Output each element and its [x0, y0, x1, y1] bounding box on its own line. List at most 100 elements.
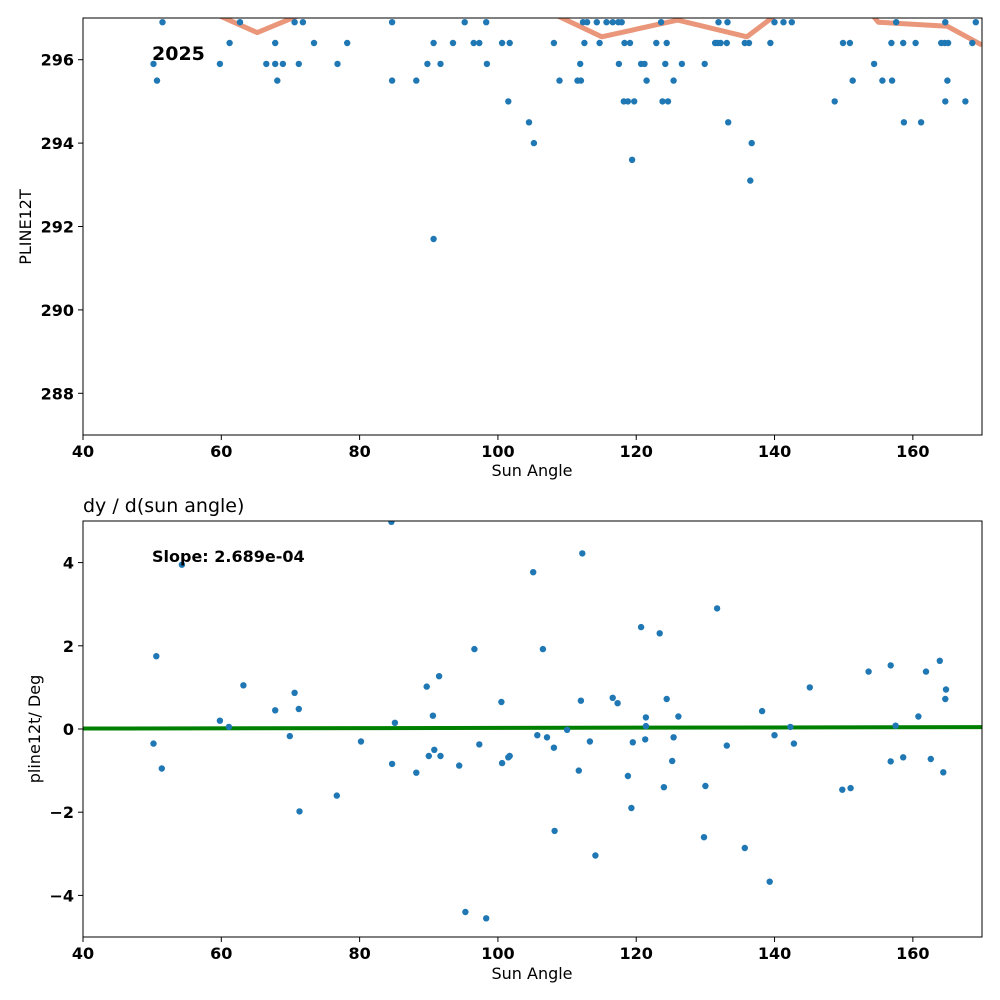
top-data-point: [279, 60, 287, 68]
top-data-point: [525, 119, 533, 126]
top-data-point: [424, 60, 431, 68]
bottom-data-point: [579, 550, 586, 557]
top-data-point: [310, 39, 318, 47]
bottom-data-point: [483, 915, 490, 922]
top-data-point: [745, 39, 753, 47]
top-data-point: [295, 60, 302, 68]
bottom-x-tick-label: 120: [620, 944, 653, 963]
bottom-data-point: [429, 712, 437, 719]
top-data-point: [413, 77, 420, 84]
top-data-point: [670, 77, 677, 84]
bottom-data-point: [624, 772, 632, 780]
top-data-point: [723, 39, 730, 47]
bottom-chart-title: dy / d(sun angle): [83, 495, 244, 517]
top-data-point: [653, 39, 660, 47]
top-data-point: [461, 19, 468, 26]
top-data-point: [299, 19, 307, 26]
top-x-axis-label: Sun Angle: [491, 461, 572, 480]
bottom-data-point: [940, 769, 947, 776]
top-data-point: [550, 39, 558, 47]
bottom-data-point: [702, 782, 709, 790]
top-data-point: [767, 39, 774, 47]
top-data-point: [662, 60, 669, 68]
top-data-point: [771, 19, 778, 26]
bottom-data-point: [887, 758, 894, 765]
top-data-point: [583, 19, 591, 26]
top-x-tick-label: 100: [481, 442, 514, 461]
top-data-point: [621, 39, 628, 47]
bottom-data-point: [771, 732, 778, 739]
top-data-point: [888, 39, 895, 47]
bottom-data-point: [498, 759, 506, 767]
bottom-x-tick-label: 100: [481, 944, 514, 963]
top-data-point: [596, 39, 603, 47]
top-data-point: [430, 39, 437, 47]
bottom-data-point: [431, 746, 438, 753]
bottom-data-point: [437, 752, 444, 760]
bottom-data-point: [476, 741, 483, 748]
top-data-point: [556, 77, 563, 84]
top-data-point: [150, 60, 157, 68]
bottom-y-tick-label: 4: [63, 554, 74, 573]
bottom-y-axis-label: pline12t/ Deg: [25, 675, 44, 783]
top-y-tick-label: 292: [41, 218, 74, 237]
top-data-point: [664, 98, 672, 105]
bottom-data-point: [272, 707, 279, 714]
bottom-data-point: [551, 827, 558, 835]
bottom-data-point: [865, 668, 872, 675]
bottom-data-point: [286, 732, 293, 740]
top-data-point: [659, 98, 666, 105]
top-data-point: [849, 77, 856, 84]
top-data-point: [626, 39, 634, 47]
top-data-point: [388, 77, 396, 84]
bottom-y-tick-label: 0: [63, 720, 74, 739]
top-plot-frame: [82, 17, 983, 436]
top-x-tick-label: 40: [72, 442, 94, 461]
bottom-data-point: [942, 695, 949, 703]
top-data-point: [972, 19, 979, 26]
bottom-plot-area: [83, 521, 982, 922]
top-data-point: [498, 39, 506, 47]
top-data-point: [159, 19, 166, 26]
bottom-data-point: [927, 755, 934, 763]
bottom-data-point: [291, 689, 298, 696]
bottom-data-point: [423, 683, 430, 690]
top-data-point: [344, 39, 351, 47]
top-data-point: [641, 60, 648, 68]
bottom-data-point: [575, 767, 582, 774]
bottom-y-tick-label: 2: [63, 637, 74, 656]
bottom-data-point: [656, 630, 663, 637]
top-x-tick-label: 140: [758, 442, 791, 461]
top-data-point: [879, 77, 886, 84]
top-data-point: [888, 77, 896, 84]
bottom-data-point: [660, 784, 668, 791]
bottom-data-point: [153, 653, 160, 660]
top-x-tick-label: 120: [620, 442, 653, 461]
top-data-point: [942, 98, 949, 105]
top-data-point: [609, 19, 616, 26]
bottom-data-point: [741, 844, 748, 852]
top-data-point: [788, 19, 795, 26]
bottom-data-point: [150, 740, 157, 747]
top-data-point: [470, 39, 477, 47]
bottom-data-point: [787, 723, 794, 731]
bottom-data-point: [388, 760, 396, 768]
bottom-data-point: [216, 717, 224, 724]
top-data-point: [944, 77, 951, 84]
top-data-point: [870, 60, 878, 68]
bottom-data-point: [713, 605, 721, 612]
bottom-data-point: [723, 742, 730, 749]
top-data-point: [631, 98, 638, 105]
top-data-point: [900, 39, 907, 47]
bottom-data-point: [642, 714, 650, 721]
bottom-data-point: [675, 713, 682, 720]
top-data-point: [226, 39, 233, 47]
top-y-ticks: 288 290 292 294 296: [41, 51, 83, 403]
top-panel: 40 60 80 100 120 140 160 288 290 292 294 296 Sun A…: [16, 17, 983, 480]
bottom-y-tick-label: −4: [49, 886, 74, 905]
top-data-point: [663, 39, 670, 47]
bottom-data-point: [766, 878, 773, 885]
bottom-data-point: [915, 713, 922, 720]
bottom-x-tick-label: 80: [348, 944, 370, 963]
